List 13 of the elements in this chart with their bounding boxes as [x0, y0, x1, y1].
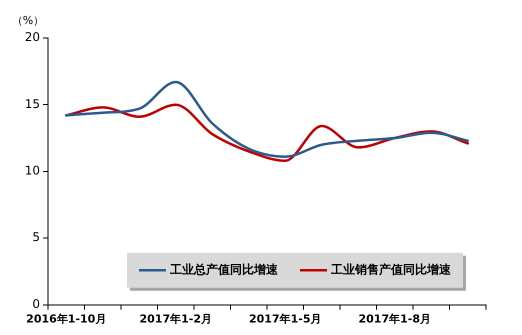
y-tick-label: 5	[32, 230, 40, 244]
y-axis-title: （%）	[12, 14, 44, 27]
y-tick-label: 20	[24, 30, 40, 44]
legend-label: 工业销售产值同比增速	[330, 262, 452, 276]
x-tick-label: 2017年1-5月	[249, 312, 322, 326]
legend-label: 工业总产值同比增速	[169, 262, 279, 276]
y-tick-label: 15	[24, 96, 40, 111]
x-tick-label: 2016年1-10月	[26, 312, 106, 326]
x-tick-label: 2017年1-8月	[358, 312, 431, 326]
x-tick-label: 2017年1-2月	[140, 312, 212, 326]
y-tick-label: 0	[32, 296, 40, 311]
y-tick-label: 10	[24, 164, 40, 178]
line-series	[65, 80, 469, 158]
